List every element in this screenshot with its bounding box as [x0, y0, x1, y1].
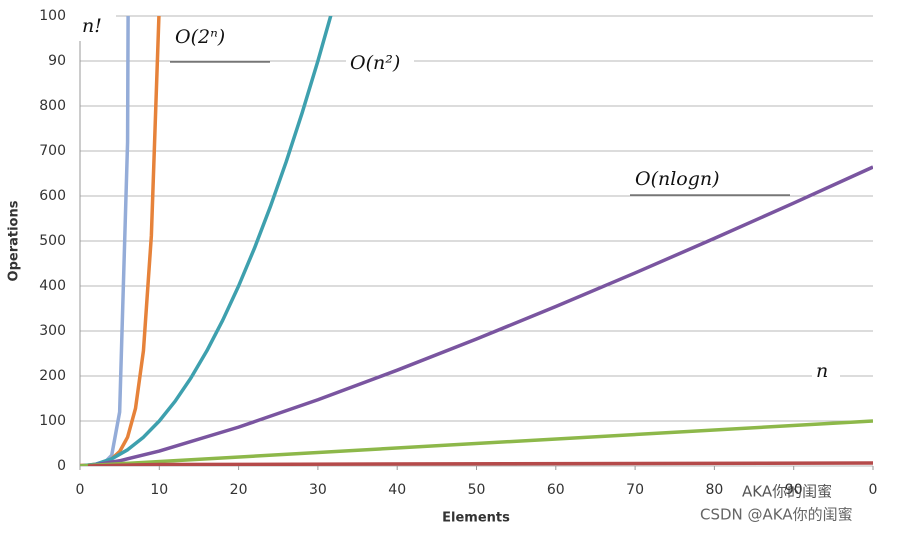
y-tick-label: 100	[39, 8, 66, 24]
annotation: O(nlogn)	[635, 168, 720, 190]
annotation-background	[78, 13, 116, 41]
annotation: O(n²)	[350, 52, 400, 74]
x-tick-label: 40	[388, 482, 406, 498]
annotation: O(2ⁿ)	[175, 26, 225, 48]
y-tick-label: 700	[39, 143, 66, 159]
x-tick-label: 80	[705, 482, 723, 498]
x-tick-label: 10	[150, 482, 168, 498]
annotation-background	[171, 24, 241, 52]
y-tick-label: 90	[48, 53, 66, 69]
x-tick-label: 60	[547, 482, 565, 498]
series-line	[80, 16, 333, 466]
x-tick-label: 0	[869, 482, 878, 498]
y-tick-label: 600	[39, 188, 66, 204]
x-tick-label: 90	[785, 482, 803, 498]
x-tick-label: 70	[626, 482, 644, 498]
y-axis-label: Operations	[7, 200, 22, 281]
annotation: n!	[82, 15, 102, 37]
x-axis-label: Elements	[442, 511, 510, 526]
y-tick-label: 0	[57, 458, 66, 474]
watermark: CSDN @AKA你的闺蜜	[700, 506, 853, 524]
x-tick-label: 50	[468, 482, 486, 498]
series-line	[80, 16, 130, 466]
x-tick-label: 30	[309, 482, 327, 498]
y-tick-label: 200	[39, 368, 66, 384]
y-tick-label: 300	[39, 323, 66, 339]
annotation-background	[346, 50, 414, 78]
annotation-background	[631, 166, 731, 194]
x-tick-label: 20	[230, 482, 248, 498]
x-tick-label: 0	[76, 482, 85, 498]
annotation-background	[812, 358, 840, 386]
annotation: n	[816, 360, 828, 382]
y-tick-label: 100	[39, 413, 66, 429]
plot-area	[80, 16, 873, 466]
y-tick-label: 400	[39, 278, 66, 294]
watermark: AKA你的闺蜜	[742, 483, 832, 501]
series-line	[87, 461, 873, 466]
series-line	[87, 165, 873, 466]
y-tick-label: 800	[39, 98, 66, 114]
y-tick-label: 500	[39, 233, 66, 249]
series-line	[80, 419, 873, 466]
